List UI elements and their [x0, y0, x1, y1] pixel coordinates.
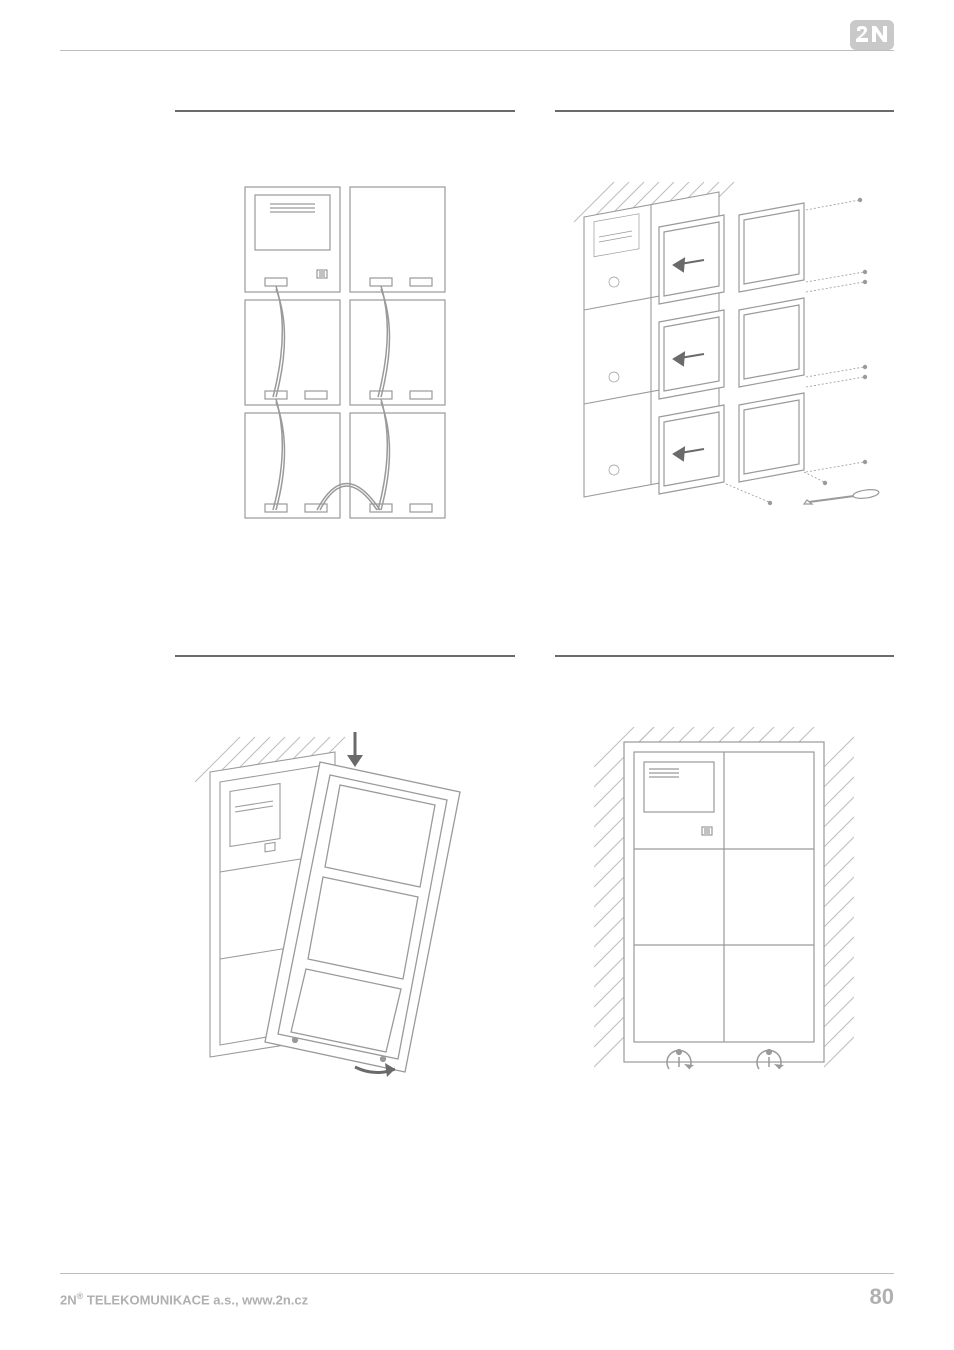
brand-logo-icon	[850, 20, 894, 50]
diagram-frame-tilt	[195, 727, 495, 1082]
section-rule	[555, 110, 895, 112]
section-rule	[175, 655, 515, 657]
diagram-wiring	[235, 182, 455, 522]
page-number: 80	[870, 1284, 894, 1310]
figure-row-1	[175, 110, 894, 522]
page-footer: 2N® TELEKOMUNIKACE a.s., www.2n.cz 80	[60, 1273, 894, 1310]
section-rule	[555, 655, 895, 657]
footer-company: 2N® TELEKOMUNIKACE a.s., www.2n.cz	[60, 1291, 308, 1307]
header-rule	[60, 50, 894, 51]
diagram-installed-lock	[594, 727, 854, 1082]
section-rule	[175, 110, 515, 112]
figure-row-2	[175, 655, 894, 1082]
diagram-covers-screws	[564, 182, 884, 522]
